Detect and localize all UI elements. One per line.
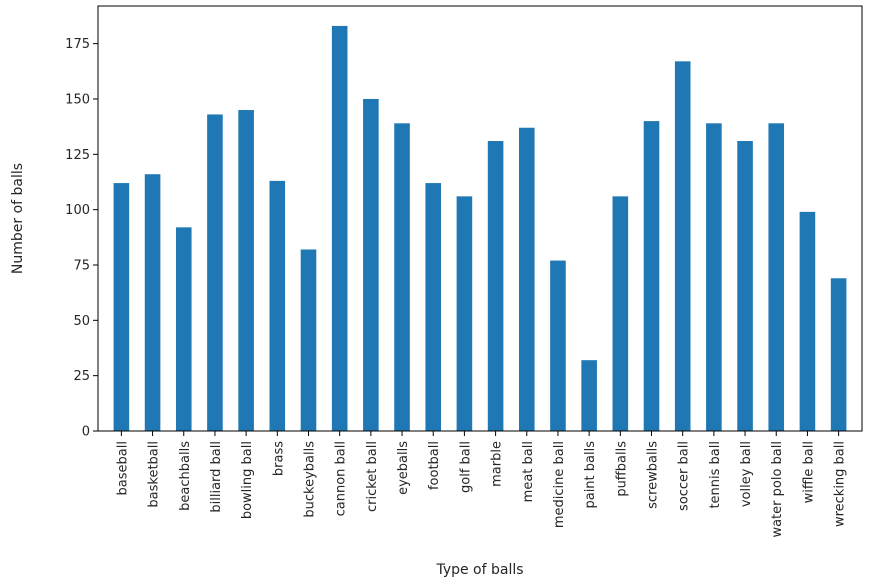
x-tick-label: paint balls	[583, 441, 598, 509]
x-tick-label: cricket ball	[365, 441, 380, 512]
x-tick-label: volley ball	[739, 441, 754, 507]
x-tick-label: marble	[490, 441, 505, 487]
x-tick-label: puffballs	[614, 441, 629, 497]
y-tick-label: 150	[65, 92, 90, 107]
bar-football	[425, 183, 442, 431]
bar-beachballs	[175, 227, 192, 431]
x-tick-label: football	[427, 441, 442, 490]
bar-bowling-ball	[238, 110, 254, 431]
x-axis-ticks: baseball basketball beachballs billiard bal…	[115, 431, 848, 538]
bar-buckeyballs	[300, 249, 317, 431]
x-tick-label: golf ball	[458, 441, 473, 493]
x-axis-label: Type of balls	[435, 562, 523, 578]
y-tick-label: 50	[73, 314, 90, 329]
bar-wrecking-ball	[830, 278, 847, 431]
bar-wiffle-ball	[799, 211, 816, 431]
y-axis-ticks: 0 25 50 75 100 125 150 175	[65, 37, 98, 440]
bar-tennis-ball	[706, 123, 722, 431]
bar-water-polo-ball	[768, 123, 785, 431]
bar-billiard-ball	[207, 114, 223, 432]
y-tick-label: 0	[82, 425, 90, 440]
bar-paint-balls	[581, 360, 597, 431]
bar-marble	[487, 141, 504, 431]
x-tick-label: buckeyballs	[302, 441, 317, 518]
x-tick-label: soccer ball	[677, 441, 692, 511]
y-tick-label: 75	[73, 258, 90, 273]
x-tick-label: medicine ball	[552, 441, 567, 528]
y-tick-label: 100	[65, 203, 90, 218]
x-tick-label: wiffle ball	[801, 441, 816, 503]
x-tick-label: meat ball	[521, 441, 536, 502]
bar-cricket-ball	[363, 98, 379, 431]
x-tick-label: tennis ball	[708, 441, 723, 509]
bar-golf-ball	[456, 196, 473, 431]
y-tick-label: 175	[65, 37, 90, 52]
y-tick-label: 125	[65, 148, 90, 163]
x-tick-label: brass	[271, 441, 286, 476]
x-tick-label: screwballs	[646, 441, 661, 509]
x-tick-label: cannon ball	[334, 441, 349, 516]
bar-basketball	[144, 174, 161, 432]
bars-layer	[113, 25, 847, 432]
x-tick-label: wrecking ball	[833, 441, 848, 527]
bar-brass	[269, 180, 286, 431]
x-tick-label: basketball	[147, 441, 162, 508]
x-tick-label: bowling ball	[240, 441, 255, 519]
x-tick-label: eyeballs	[396, 441, 411, 495]
plot-frame	[97, 5, 863, 432]
bar-meat-ball	[518, 127, 535, 432]
bar-baseball	[113, 183, 130, 431]
bar-eyeballs	[394, 123, 410, 431]
bar-medicine-ball	[550, 260, 566, 431]
bar-soccer-ball	[674, 61, 691, 432]
y-tick-label: 25	[73, 369, 90, 384]
x-tick-label: baseball	[115, 441, 130, 495]
bar-puffballs	[612, 196, 629, 431]
bar-volley-ball	[737, 141, 753, 431]
x-tick-label: beachballs	[178, 441, 193, 511]
bar-screwballs	[643, 121, 660, 431]
x-tick-label: billiard ball	[209, 441, 224, 513]
x-tick-label: water polo ball	[770, 441, 785, 538]
bar-cannon-ball	[331, 25, 348, 431]
y-axis-label: Number of balls	[10, 163, 26, 274]
